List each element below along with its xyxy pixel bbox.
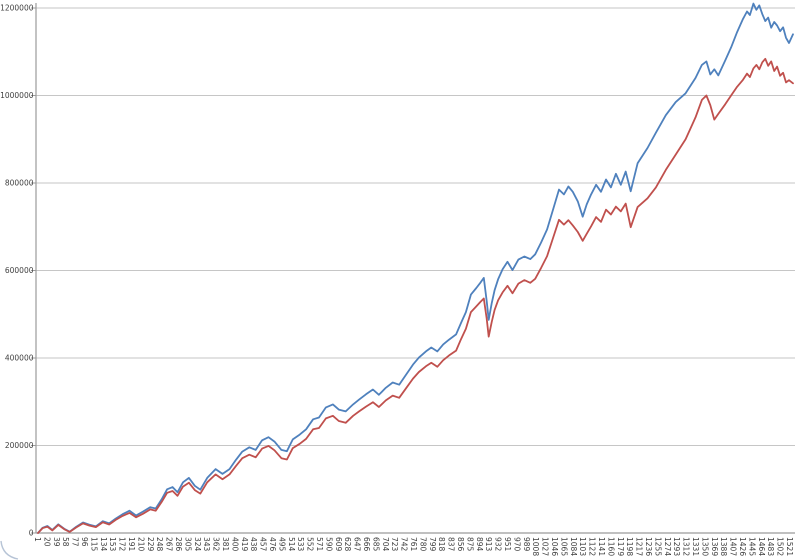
x-axis-label: 856: [456, 537, 465, 552]
x-axis-label: 96: [80, 537, 89, 547]
x-axis-label: 115: [89, 537, 98, 552]
x-axis-label: 628: [343, 537, 352, 552]
x-axis-label: 1179: [616, 537, 625, 556]
x-axis-label: 153: [108, 537, 117, 552]
x-axis-label: 419: [240, 537, 249, 552]
x-axis-label: 514: [287, 537, 296, 552]
x-axis-label: 305: [183, 537, 192, 552]
x-axis-label: 704: [381, 537, 390, 552]
x-axis-label: 229: [146, 537, 155, 552]
x-axis-label: 1483: [766, 537, 775, 556]
x-axis-label: 1502: [776, 537, 785, 556]
window-corner-artifact: [0, 540, 19, 560]
x-axis-label: 1388: [719, 537, 728, 556]
x-axis-label: 362: [212, 537, 221, 552]
x-axis-label: 1217: [635, 537, 644, 556]
y-axis-label: 400000: [5, 354, 34, 363]
x-axis-label: 818: [437, 537, 446, 552]
x-axis-label: 1084: [569, 537, 578, 556]
x-axis-label: 248: [155, 537, 164, 552]
x-axis-label: 1521: [785, 537, 794, 556]
x-axis-label: 267: [165, 537, 174, 552]
x-axis-label: 172: [118, 537, 127, 552]
x-axis-label: 1: [33, 537, 42, 542]
x-axis-label: 1426: [738, 537, 747, 556]
x-axis-label: 647: [353, 537, 362, 552]
x-axis-label: 571: [315, 537, 324, 552]
x-axis-label: 894: [475, 537, 484, 552]
x-axis-label: 1065: [559, 537, 568, 556]
y-axis-label: 1200000: [0, 4, 34, 13]
x-axis-label: 1445: [747, 537, 756, 556]
x-axis-label: 1312: [682, 537, 691, 556]
x-axis-label: 1350: [700, 537, 709, 556]
x-axis-label: 400: [230, 537, 239, 552]
x-axis-label: 1046: [550, 537, 559, 556]
x-axis-label: 723: [390, 537, 399, 552]
x-axis-label: 761: [409, 537, 418, 552]
x-axis-label: 1464: [757, 537, 766, 556]
x-axis-label: 590: [324, 537, 333, 552]
x-axis-label: 913: [484, 537, 493, 552]
x-axis-label: 1407: [729, 537, 738, 556]
x-axis-label: 742: [400, 537, 409, 552]
x-axis-label: 1103: [578, 537, 587, 556]
x-axis-label: 1274: [663, 537, 672, 556]
x-axis-label: 39: [52, 537, 61, 547]
x-axis-label: 1008: [531, 537, 540, 556]
x-axis-label: 476: [268, 537, 277, 552]
x-axis-label: 951: [503, 537, 512, 552]
red-line: [37, 57, 794, 534]
x-axis-label: 552: [306, 537, 315, 552]
x-axis-label: 780: [418, 537, 427, 552]
x-axis-label: 20: [42, 537, 51, 547]
x-axis-label: 970: [512, 537, 521, 552]
x-axis-label: 210: [136, 537, 145, 552]
x-axis-label: 533: [296, 537, 305, 552]
x-axis-label: 343: [202, 537, 211, 552]
y-axis-label: 600000: [5, 266, 34, 275]
y-axis-label: 1000000: [0, 91, 34, 100]
x-axis-label: 837: [447, 537, 456, 552]
x-axis-label: 989: [522, 537, 531, 552]
x-axis-label: 495: [277, 537, 286, 552]
x-axis-label: 609: [334, 537, 343, 552]
x-axis-label: 799: [428, 537, 437, 552]
x-axis-label: 1369: [710, 537, 719, 556]
x-axis-label: 685: [371, 537, 380, 552]
x-axis-label: 1122: [588, 537, 597, 556]
x-axis-label: 666: [362, 537, 371, 552]
x-axis-label: 77: [71, 537, 80, 547]
x-axis-label: 381: [221, 537, 230, 552]
x-axis-label: 1331: [691, 537, 700, 556]
x-axis-label: 457: [259, 537, 268, 552]
x-axis-label: 1141: [597, 537, 606, 556]
x-axis-label: 1027: [541, 537, 550, 556]
x-axis-label: 932: [494, 537, 503, 552]
x-axis-label: 58: [61, 537, 70, 547]
x-axis-label: 1255: [653, 537, 662, 556]
y-axis-label: 800000: [5, 179, 34, 188]
x-axis-label: 1236: [644, 537, 653, 556]
x-axis-label: 286: [174, 537, 183, 552]
y-axis-label: 200000: [5, 441, 34, 450]
blue-line: [37, 2, 794, 534]
y-axis-label: 0: [29, 529, 34, 538]
x-axis-label: 875: [465, 537, 474, 552]
x-axis-label: 1198: [625, 537, 634, 556]
x-axis-label: 1293: [672, 537, 681, 556]
x-axis-label: 324: [193, 537, 202, 552]
x-axis-label: 438: [249, 537, 258, 552]
x-axis-label: 191: [127, 537, 136, 552]
x-axis-label: 1160: [606, 537, 615, 556]
x-axis-label: 134: [99, 537, 108, 552]
